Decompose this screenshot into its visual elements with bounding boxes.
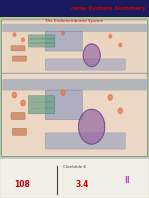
Circle shape [13, 33, 16, 36]
Circle shape [83, 44, 100, 67]
Circle shape [79, 109, 105, 144]
Text: 3.4: 3.4 [75, 180, 89, 189]
Circle shape [108, 95, 112, 100]
FancyBboxPatch shape [1, 20, 148, 75]
Text: Clue/slide 8: Clue/slide 8 [63, 165, 86, 169]
FancyBboxPatch shape [12, 128, 27, 135]
Circle shape [62, 31, 64, 35]
FancyBboxPatch shape [0, 158, 149, 198]
Circle shape [12, 92, 17, 98]
Text: The Endomembrane System: The Endomembrane System [45, 19, 104, 23]
FancyBboxPatch shape [28, 39, 55, 43]
FancyBboxPatch shape [28, 102, 55, 108]
Text: 108: 108 [14, 180, 30, 189]
Circle shape [119, 43, 122, 47]
Circle shape [61, 90, 65, 95]
FancyBboxPatch shape [0, 0, 149, 17]
FancyBboxPatch shape [45, 31, 82, 51]
FancyBboxPatch shape [11, 112, 25, 120]
FancyBboxPatch shape [2, 24, 147, 32]
FancyBboxPatch shape [45, 133, 125, 149]
Circle shape [21, 100, 25, 106]
Circle shape [118, 108, 122, 114]
FancyBboxPatch shape [28, 35, 55, 39]
FancyBboxPatch shape [1, 73, 148, 156]
FancyBboxPatch shape [2, 79, 147, 90]
FancyBboxPatch shape [45, 90, 82, 120]
FancyBboxPatch shape [11, 46, 25, 51]
FancyBboxPatch shape [12, 56, 27, 61]
Circle shape [109, 34, 112, 38]
Circle shape [22, 38, 24, 42]
FancyBboxPatch shape [28, 96, 55, 101]
FancyBboxPatch shape [28, 108, 55, 114]
FancyBboxPatch shape [45, 59, 125, 70]
FancyBboxPatch shape [28, 43, 55, 47]
Text: II: II [124, 176, 129, 185]
Text: rane System Summary: rane System Summary [71, 6, 146, 11]
